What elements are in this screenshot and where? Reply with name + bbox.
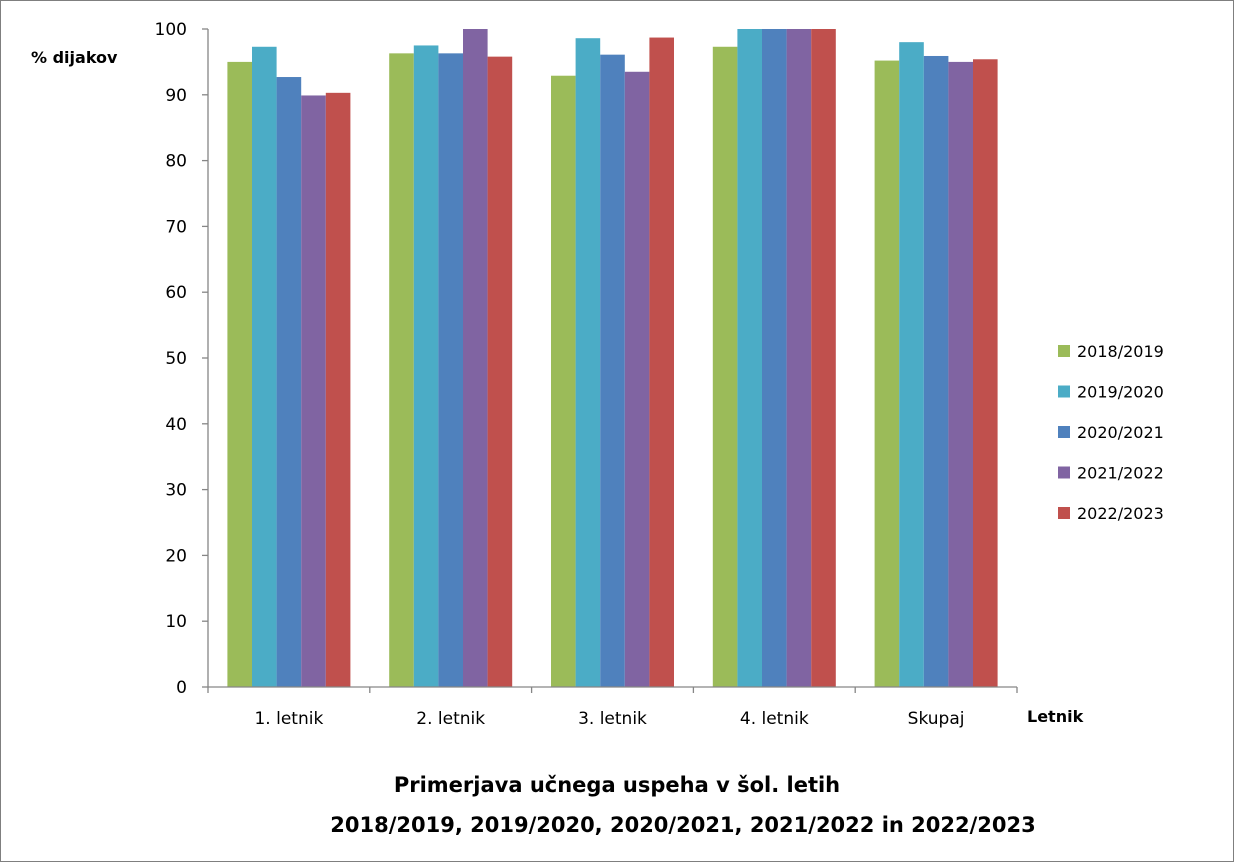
chart-title-line-2: 2018/2019, 2019/2020, 2020/2021, 2021/20…: [330, 813, 1035, 837]
chart-title-line-1: Primerjava učnega uspeha v šol. letih: [394, 773, 840, 797]
y-tick-label: 40: [165, 415, 187, 435]
legend-swatch: [1058, 426, 1070, 438]
legend-swatch: [1058, 385, 1070, 398]
y-tick-label: 30: [165, 481, 187, 501]
y-tick-labels: 0 10 20 30 40 50 60 70 80 90 100: [155, 20, 187, 698]
bar-4-letnik-2020-2021: [762, 29, 787, 687]
y-tick-label: 60: [165, 283, 187, 303]
y-tick-label: 0: [176, 678, 187, 698]
bar-3-letnik-2022-2023: [649, 37, 674, 688]
bar-4-letnik-2019-2020: [737, 29, 762, 687]
y-tick-label: 100: [155, 20, 187, 40]
bar-skupaj-2019-2020: [899, 42, 924, 688]
bar-3-letnik-2020-2021: [600, 54, 625, 688]
x-tick-label: 4. letnik: [740, 709, 809, 729]
bar-3-letnik-2019-2020: [575, 38, 601, 687]
bar-2-letnik-2019-2020: [413, 45, 439, 687]
y-tick-label: 70: [165, 217, 187, 237]
bar-4-letnik-2018-2019: [712, 46, 738, 687]
bar-2-letnik-2022-2023: [487, 56, 513, 687]
axes-group: [202, 28, 1018, 693]
y-tick-label: 90: [165, 86, 187, 106]
bar-3-letnik-2018-2019: [551, 75, 576, 688]
legend-swatch: [1058, 466, 1070, 479]
bar-1-letnik-2021-2022: [301, 95, 326, 687]
bar-skupaj-2020-2021: [923, 55, 949, 688]
bar-1-letnik-2020-2021: [276, 77, 302, 687]
bar-4-letnik-2022-2023: [811, 29, 836, 687]
x-tick-label: Skupaj: [908, 709, 965, 729]
legend-label: 2019/2020: [1077, 383, 1164, 402]
bar-1-letnik-2019-2020: [252, 46, 277, 687]
legend-label: 2021/2022: [1077, 464, 1164, 483]
legend-label: 2022/2023: [1077, 504, 1164, 523]
y-tick-label: 50: [165, 349, 187, 369]
bars-group: [227, 29, 998, 688]
legend-swatch: [1058, 345, 1070, 357]
legend-label: 2018/2019: [1077, 342, 1164, 361]
bar-2-letnik-2018-2019: [389, 53, 414, 688]
bar-2-letnik-2021-2022: [463, 29, 488, 687]
bar-skupaj-2021-2022: [948, 61, 973, 687]
legend: 2018/2019 2019/2020 2020/2021 2021/2022 2022…: [1058, 342, 1164, 523]
bar-3-letnik-2021-2022: [624, 71, 650, 687]
bar-4-letnik-2021-2022: [786, 29, 812, 687]
x-axis-title: Letnik: [1027, 707, 1084, 726]
y-tick-label: 10: [165, 612, 187, 632]
x-category-labels: 1. letnik 2. letnik 3. letnik 4. letnik Skup…: [254, 709, 964, 729]
legend-swatch: [1058, 507, 1070, 519]
x-tick-label: 1. letnik: [254, 709, 323, 729]
x-tick-label: 2. letnik: [416, 709, 485, 729]
x-tick-label: 3. letnik: [578, 709, 647, 729]
bar-skupaj-2018-2019: [874, 60, 900, 687]
bar-1-letnik-2018-2019: [227, 61, 252, 687]
legend-label: 2020/2021: [1077, 423, 1164, 442]
bar-1-letnik-2022-2023: [325, 92, 351, 687]
y-axis-title: % dijakov: [31, 48, 118, 67]
bar-skupaj-2022-2023: [973, 59, 998, 687]
bar-2-letnik-2020-2021: [438, 53, 463, 688]
y-tick-label: 80: [165, 152, 187, 172]
y-tick-label: 20: [165, 546, 187, 566]
